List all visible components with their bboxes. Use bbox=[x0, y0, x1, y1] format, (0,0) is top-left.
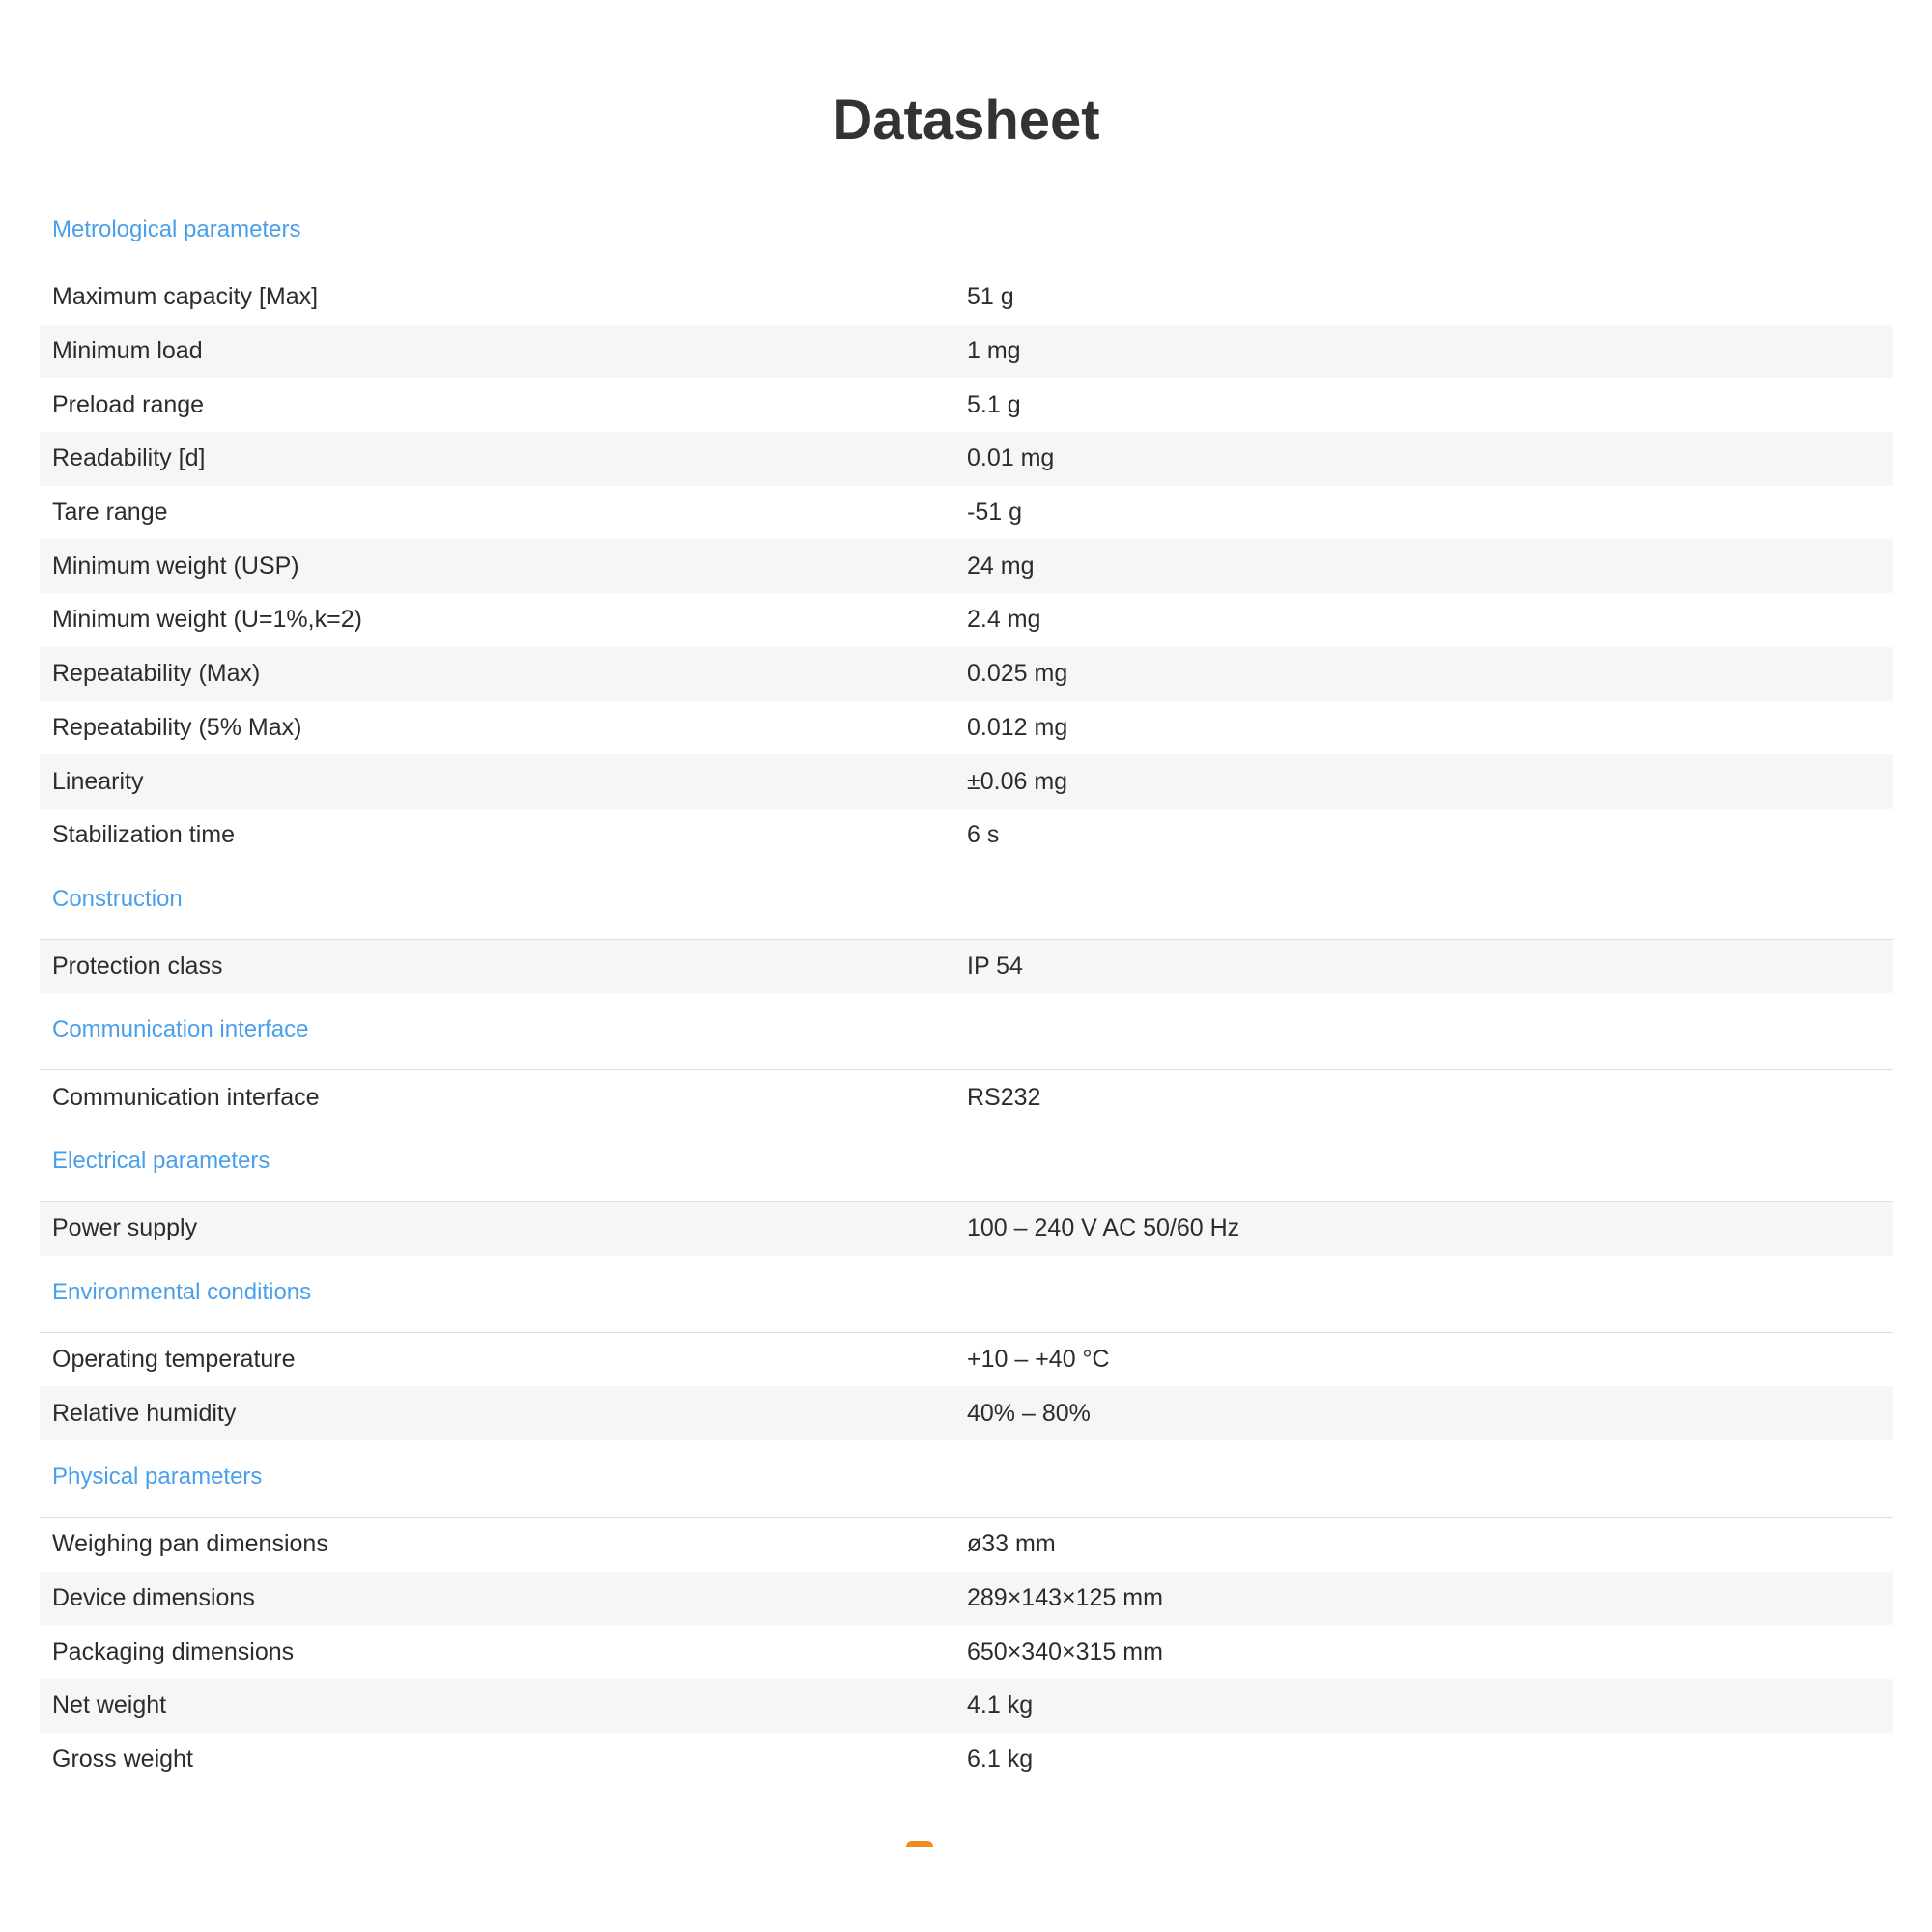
section-heading-label: Communication interface bbox=[52, 1016, 309, 1043]
section-heading: Environmental conditions bbox=[40, 1256, 1893, 1333]
row-label: Tare range bbox=[52, 498, 168, 526]
section-heading: Metrological parameters bbox=[40, 193, 1893, 270]
row-label: Preload range bbox=[52, 390, 205, 418]
section-heading: Electrical parameters bbox=[40, 1124, 1893, 1202]
table-row: Protection class IP 54 bbox=[40, 939, 1893, 994]
table-row: Stabilization time 6 s bbox=[40, 809, 1893, 863]
row-label: Power supply bbox=[52, 1214, 198, 1242]
row-label: Device dimensions bbox=[52, 1584, 255, 1612]
row-value: +10 – +40 °C bbox=[967, 1345, 1110, 1373]
table-row: Maximum capacity [Max] 51 g bbox=[40, 270, 1893, 325]
row-value: 0.025 mg bbox=[967, 660, 1068, 688]
row-value: 40% – 80% bbox=[967, 1399, 1091, 1427]
row-label: Gross weight bbox=[52, 1746, 193, 1774]
datasheet-table: Metrological parameters Maximum capacity … bbox=[40, 193, 1893, 1786]
row-label: Maximum capacity [Max] bbox=[52, 283, 319, 311]
row-value: 4.1 kg bbox=[967, 1691, 1034, 1719]
row-label: Minimum weight (USP) bbox=[52, 552, 299, 580]
row-value: 5.1 g bbox=[967, 390, 1021, 418]
table-row: Preload range 5.1 g bbox=[40, 378, 1893, 432]
section-heading-label: Electrical parameters bbox=[52, 1147, 270, 1174]
section-heading-label: Physical parameters bbox=[52, 1463, 263, 1490]
row-label: Packaging dimensions bbox=[52, 1637, 295, 1665]
table-row: Repeatability (Max) 0.025 mg bbox=[40, 646, 1893, 701]
table-row: Repeatability (5% Max) 0.012 mg bbox=[40, 701, 1893, 755]
row-label: Relative humidity bbox=[52, 1399, 237, 1427]
row-value: ±0.06 mg bbox=[967, 767, 1068, 795]
section-heading-label: Metrological parameters bbox=[52, 216, 301, 242]
row-label: Weighing pan dimensions bbox=[52, 1530, 328, 1558]
row-value: 0.01 mg bbox=[967, 444, 1055, 472]
row-label: Stabilization time bbox=[52, 821, 235, 849]
table-row: Weighing pan dimensions ø33 mm bbox=[40, 1518, 1893, 1572]
row-value: 650×340×315 mm bbox=[967, 1637, 1163, 1665]
section-heading: Communication interface bbox=[40, 993, 1893, 1071]
row-label: Minimum weight (U=1%,k=2) bbox=[52, 606, 362, 634]
row-value: IP 54 bbox=[967, 952, 1023, 980]
row-label: Protection class bbox=[52, 952, 223, 980]
table-row: Minimum load 1 mg bbox=[40, 324, 1893, 379]
section-heading: Construction bbox=[40, 863, 1893, 940]
section-heading: Physical parameters bbox=[40, 1440, 1893, 1518]
table-row: Tare range -51 g bbox=[40, 486, 1893, 540]
table-row: Gross weight 6.1 kg bbox=[40, 1733, 1893, 1787]
row-label: Readability [d] bbox=[52, 444, 206, 472]
row-value: 289×143×125 mm bbox=[967, 1584, 1163, 1612]
table-row: Device dimensions 289×143×125 mm bbox=[40, 1571, 1893, 1626]
row-value: 51 g bbox=[967, 283, 1014, 311]
table-row: Readability [d] 0.01 mg bbox=[40, 432, 1893, 486]
row-value: RS232 bbox=[967, 1083, 1041, 1111]
table-row: Power supply 100 – 240 V AC 50/60 Hz bbox=[40, 1201, 1893, 1256]
row-value: -51 g bbox=[967, 498, 1022, 526]
row-label: Linearity bbox=[52, 767, 144, 795]
scroll-to-top-icon[interactable] bbox=[906, 1841, 933, 1847]
row-label: Communication interface bbox=[52, 1083, 320, 1111]
table-row: Packaging dimensions 650×340×315 mm bbox=[40, 1625, 1893, 1679]
row-label: Repeatability (5% Max) bbox=[52, 713, 302, 741]
row-value: 6 s bbox=[967, 821, 1000, 849]
row-label: Operating temperature bbox=[52, 1345, 296, 1373]
section-heading-label: Environmental conditions bbox=[52, 1278, 312, 1305]
row-value: 24 mg bbox=[967, 552, 1035, 580]
table-row: Relative humidity 40% – 80% bbox=[40, 1386, 1893, 1440]
row-value: 1 mg bbox=[967, 337, 1021, 365]
page-title: Datasheet bbox=[832, 89, 1100, 152]
section-heading-label: Construction bbox=[52, 885, 183, 912]
row-value: 6.1 kg bbox=[967, 1746, 1034, 1774]
row-value: ø33 mm bbox=[967, 1530, 1056, 1558]
table-row: Operating temperature +10 – +40 °C bbox=[40, 1333, 1893, 1387]
table-row: Minimum weight (USP) 24 mg bbox=[40, 539, 1893, 594]
table-row: Net weight 4.1 kg bbox=[40, 1679, 1893, 1733]
row-label: Net weight bbox=[52, 1691, 167, 1719]
table-row: Minimum weight (U=1%,k=2) 2.4 mg bbox=[40, 593, 1893, 647]
row-label: Repeatability (Max) bbox=[52, 660, 261, 688]
row-value: 2.4 mg bbox=[967, 606, 1041, 634]
row-value: 0.012 mg bbox=[967, 713, 1068, 741]
table-row: Communication interface RS232 bbox=[40, 1070, 1893, 1124]
row-value: 100 – 240 V AC 50/60 Hz bbox=[967, 1214, 1240, 1242]
table-row: Linearity ±0.06 mg bbox=[40, 754, 1893, 809]
row-label: Minimum load bbox=[52, 337, 203, 365]
